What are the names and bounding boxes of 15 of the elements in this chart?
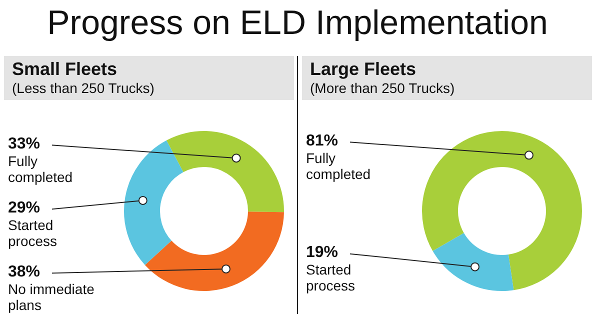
slice-label: Started process xyxy=(8,216,58,249)
slice-label: No immediate plans xyxy=(8,280,95,313)
data-label: 19% xyxy=(306,244,338,262)
data-label: 38% xyxy=(8,263,40,280)
chart-title: Small Fleets xyxy=(12,59,118,80)
slice-label: Fully completed xyxy=(8,152,73,185)
data-label: 33% xyxy=(8,135,40,152)
data-label: 81% xyxy=(306,132,338,150)
slice-label: Fully completed xyxy=(306,150,371,182)
text: Progress on ELD Implementation xyxy=(46,4,549,43)
data-label: 29% xyxy=(8,199,40,216)
slice-label: Started process xyxy=(306,262,356,294)
chart-subtitle: (More than 250 Trucks) xyxy=(310,80,456,96)
chart-title: Large Fleets xyxy=(310,59,418,80)
chart-subtitle: (Less than 250 Trucks) xyxy=(12,80,156,96)
